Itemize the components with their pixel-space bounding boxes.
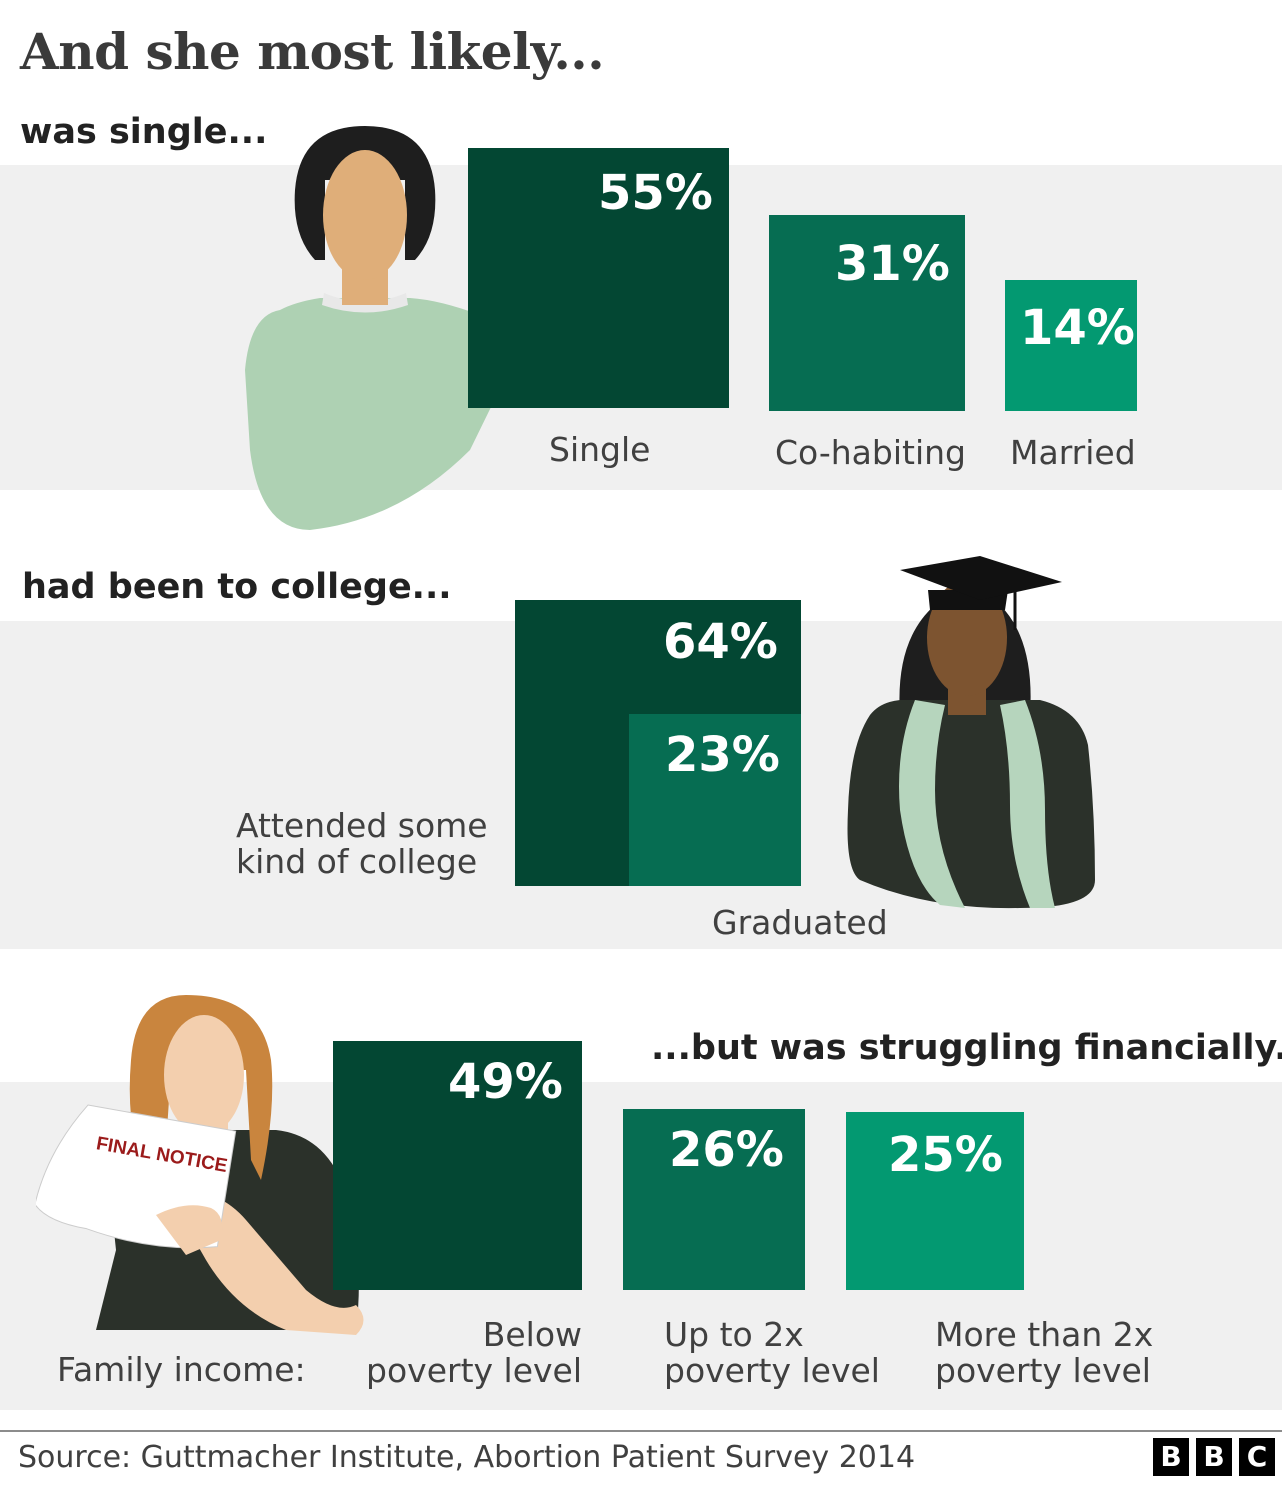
graduate-illustration bbox=[847, 556, 1095, 909]
section-financial-heading: ...but was struggling financially. bbox=[651, 1028, 1282, 1068]
chart-title: And she most likely... bbox=[20, 22, 605, 81]
bbc-logo-letter-b1: B bbox=[1153, 1438, 1189, 1476]
section-single-heading: was single... bbox=[20, 112, 268, 152]
bar-more-than-2x-poverty bbox=[846, 1112, 1024, 1290]
bar-married bbox=[1005, 280, 1137, 411]
bbc-logo-letter-c: C bbox=[1239, 1438, 1275, 1476]
source-note: Source: Guttmacher Institute, Abortion P… bbox=[18, 1440, 916, 1475]
value-label-up-to-2x-poverty: 26% bbox=[669, 1122, 784, 1178]
section-college-heading: had been to college... bbox=[22, 567, 452, 607]
category-label-graduated: Graduated bbox=[712, 903, 888, 942]
woman-with-bill-illustration: FINAL NOTICE bbox=[36, 995, 364, 1335]
bar-below-poverty bbox=[333, 1041, 582, 1290]
value-label-attended-college: 64% bbox=[663, 614, 778, 670]
footer-divider bbox=[0, 1430, 1282, 1432]
bar-graduated bbox=[629, 714, 801, 886]
woman-illustration bbox=[245, 126, 494, 530]
category-label-below-poverty: Below poverty level bbox=[366, 1315, 582, 1390]
bbc-logo-letter-b2: B bbox=[1196, 1438, 1232, 1476]
family-income-axis-label: Family income: bbox=[57, 1350, 306, 1389]
category-label-co-habiting: Co-habiting bbox=[775, 433, 966, 472]
value-label-below-poverty: 49% bbox=[448, 1054, 563, 1110]
category-label-attended-college: Attended some kind of college bbox=[236, 806, 488, 881]
category-label-married: Married bbox=[1010, 433, 1136, 472]
value-label-co-habiting: 31% bbox=[835, 236, 950, 292]
category-label-more-than-2x-poverty: More than 2x poverty level bbox=[935, 1315, 1154, 1390]
category-label-single: Single bbox=[549, 430, 651, 469]
value-label-married: 14% bbox=[1020, 300, 1135, 356]
value-label-graduated: 23% bbox=[665, 727, 780, 783]
category-label-up-to-2x-poverty: Up to 2x poverty level bbox=[664, 1315, 880, 1390]
bar-single bbox=[468, 148, 729, 408]
bar-up-to-2x-poverty bbox=[623, 1109, 805, 1290]
value-label-single: 55% bbox=[598, 165, 713, 221]
bar-co-habiting bbox=[769, 215, 965, 411]
value-label-more-than-2x-poverty: 25% bbox=[888, 1127, 1003, 1183]
